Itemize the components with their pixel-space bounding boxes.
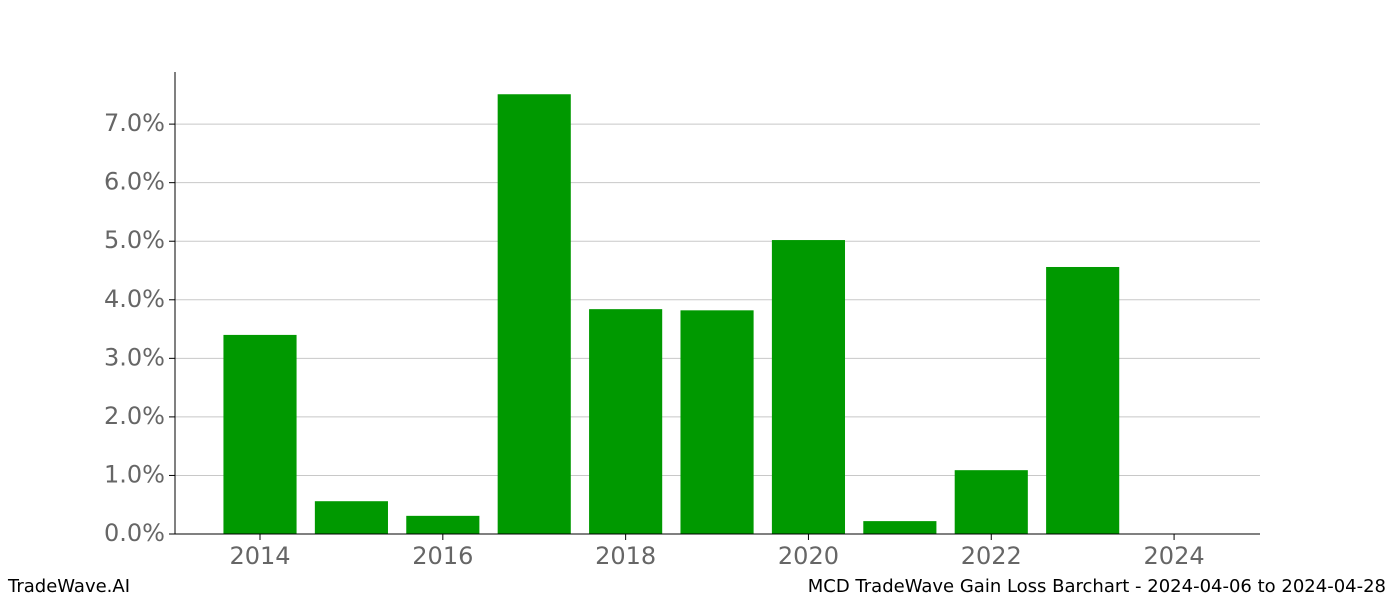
footer-right: MCD TradeWave Gain Loss Barchart - 2024-… — [808, 576, 1386, 597]
bar — [954, 470, 1028, 534]
bar — [314, 501, 388, 534]
y-tick-label: 4.0% — [104, 285, 165, 313]
y-tick-label: 1.0% — [104, 460, 165, 488]
y-tick-label: 3.0% — [104, 343, 165, 371]
y-tick-label: 7.0% — [104, 109, 165, 137]
bar — [1046, 266, 1120, 534]
x-tick-label: 2022 — [961, 542, 1022, 570]
x-tick-label: 2018 — [595, 542, 656, 570]
bar — [863, 521, 937, 534]
x-tick-label: 2016 — [412, 542, 473, 570]
bar — [406, 515, 480, 534]
bar — [771, 240, 846, 535]
y-tick-label: 2.0% — [104, 402, 165, 430]
bar — [223, 334, 297, 534]
x-tick-label: 2020 — [778, 542, 839, 570]
x-tick-label: 2014 — [229, 542, 290, 570]
y-tick-label: 5.0% — [104, 226, 165, 254]
y-tick-label: 6.0% — [104, 168, 165, 196]
x-tick-label: 2024 — [1144, 542, 1205, 570]
bar — [680, 310, 754, 534]
bar — [589, 309, 663, 534]
bar — [497, 94, 571, 535]
y-tick-label: 0.0% — [104, 519, 165, 547]
footer-left: TradeWave.AI — [7, 576, 130, 597]
